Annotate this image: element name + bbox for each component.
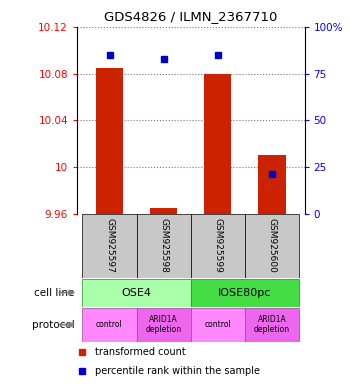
Text: IOSE80pc: IOSE80pc — [218, 288, 272, 298]
Bar — [150, 208, 177, 214]
Text: control: control — [96, 320, 123, 329]
Bar — [82, 214, 136, 278]
Text: transformed count: transformed count — [95, 347, 186, 357]
Bar — [191, 308, 245, 341]
Bar — [204, 74, 231, 214]
Text: GSM925599: GSM925599 — [214, 218, 222, 273]
Bar — [258, 156, 286, 214]
Text: GSM925597: GSM925597 — [105, 218, 114, 273]
Text: ARID1A
depletion: ARID1A depletion — [254, 315, 290, 334]
Bar — [191, 214, 245, 278]
Text: GSM925600: GSM925600 — [267, 218, 276, 273]
Bar — [245, 308, 299, 341]
Bar — [136, 214, 191, 278]
Text: GSM925598: GSM925598 — [159, 218, 168, 273]
Text: ARID1A
depletion: ARID1A depletion — [146, 315, 182, 334]
Bar — [245, 214, 299, 278]
Text: protocol: protocol — [32, 320, 75, 330]
Bar — [82, 278, 191, 306]
Text: cell line: cell line — [34, 288, 75, 298]
Bar — [191, 278, 299, 306]
Bar — [82, 308, 136, 341]
Bar — [96, 68, 123, 214]
Text: control: control — [204, 320, 231, 329]
Text: percentile rank within the sample: percentile rank within the sample — [95, 366, 260, 376]
Bar — [136, 308, 191, 341]
Text: OSE4: OSE4 — [121, 288, 152, 298]
Text: GDS4826 / ILMN_2367710: GDS4826 / ILMN_2367710 — [104, 10, 278, 23]
